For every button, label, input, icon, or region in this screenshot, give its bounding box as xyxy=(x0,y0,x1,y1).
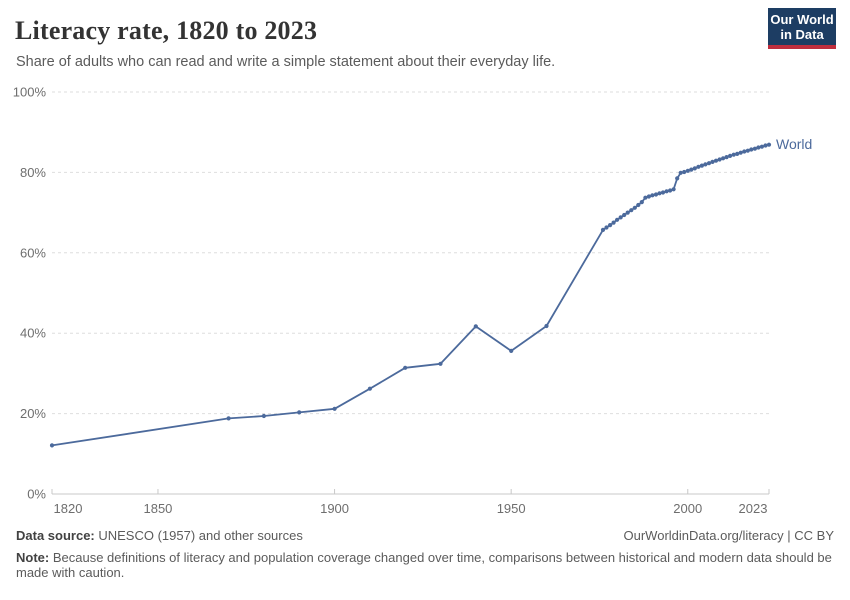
data-point[interactable] xyxy=(696,164,701,169)
data-point[interactable] xyxy=(685,168,690,173)
y-tick-label-20: 20% xyxy=(20,406,46,421)
data-point[interactable] xyxy=(622,212,627,218)
owid-logo-line1: Our World xyxy=(770,11,834,27)
chart-title: Literacy rate, 1820 to 2023 xyxy=(15,16,318,45)
data-point[interactable] xyxy=(632,205,637,210)
data-point[interactable] xyxy=(713,158,719,163)
data-point[interactable] xyxy=(710,159,715,164)
data-point[interactable] xyxy=(509,348,514,353)
x-tick-label-2000: 2000 xyxy=(673,501,702,516)
y-tick-label-100: 100% xyxy=(13,85,47,100)
data-point[interactable] xyxy=(646,194,652,199)
world-line[interactable] xyxy=(51,143,770,447)
data-point[interactable] xyxy=(738,150,743,155)
data-point[interactable] xyxy=(692,166,697,171)
data-point[interactable] xyxy=(756,145,761,150)
y-tick-label-40: 40% xyxy=(20,326,46,341)
data-point[interactable] xyxy=(664,189,669,194)
data-point[interactable] xyxy=(643,195,648,200)
data-point[interactable] xyxy=(600,227,606,232)
data-point[interactable] xyxy=(675,176,680,181)
data-source-text: UNESCO (1957) and other sources xyxy=(94,528,303,543)
x-tick-label-2023: 2023 xyxy=(739,501,768,516)
data-point[interactable] xyxy=(297,410,302,415)
note-text: Because definitions of literacy and popu… xyxy=(16,550,832,580)
x-tick-label-1850: 1850 xyxy=(143,501,172,516)
x-tick-label-1950: 1950 xyxy=(497,501,526,516)
data-point[interactable] xyxy=(403,365,408,370)
owid-logo-line2: in Data xyxy=(780,26,824,42)
data-point[interactable] xyxy=(611,220,616,225)
data-point[interactable] xyxy=(763,143,768,148)
data-point[interactable] xyxy=(618,215,623,220)
data-point[interactable] xyxy=(639,200,644,205)
data-point[interactable] xyxy=(745,148,750,153)
data-point[interactable] xyxy=(226,416,231,421)
chart-note: Note: Because definitions of literacy an… xyxy=(16,550,834,580)
data-point[interactable] xyxy=(766,142,772,147)
data-point[interactable] xyxy=(706,161,712,166)
data-point[interactable] xyxy=(759,144,765,149)
x-tick-label-1820: 1820 xyxy=(54,501,83,516)
data-point[interactable] xyxy=(721,156,726,161)
data-point[interactable] xyxy=(703,162,708,167)
data-point[interactable] xyxy=(717,157,722,162)
data-point[interactable] xyxy=(699,163,705,168)
data-point[interactable] xyxy=(668,188,673,193)
data-point[interactable] xyxy=(742,149,747,154)
data-point[interactable] xyxy=(689,167,694,172)
data-point[interactable] xyxy=(629,208,634,213)
data-point[interactable] xyxy=(625,210,630,215)
data-source-label: Data source: xyxy=(16,528,95,543)
owid-logo[interactable]: Our World in Data xyxy=(768,8,836,49)
chart-subtitle: Share of adults who can read and write a… xyxy=(16,54,556,70)
data-point[interactable] xyxy=(438,361,443,366)
data-point[interactable] xyxy=(473,324,478,329)
data-point[interactable] xyxy=(678,170,683,175)
data-point[interactable] xyxy=(653,192,659,197)
data-point[interactable] xyxy=(615,217,620,222)
attribution-link[interactable]: OurWorldinData.org/literacy | CC BY xyxy=(623,528,834,543)
data-point[interactable] xyxy=(724,155,729,160)
series-label-world[interactable]: World xyxy=(776,136,812,152)
data-point[interactable] xyxy=(650,193,655,198)
chart-footer: Data source: UNESCO (1957) and other sou… xyxy=(16,528,834,580)
data-point[interactable] xyxy=(731,152,736,157)
data-point[interactable] xyxy=(608,223,613,228)
data-point[interactable] xyxy=(49,443,55,448)
data-point[interactable] xyxy=(261,413,266,419)
data-point[interactable] xyxy=(660,190,666,195)
data-point[interactable] xyxy=(367,386,372,391)
data-source: Data source: UNESCO (1957) and other sou… xyxy=(16,528,303,543)
data-point[interactable] xyxy=(657,191,662,196)
data-point[interactable] xyxy=(671,187,676,192)
data-point[interactable] xyxy=(735,151,740,156)
y-tick-label-60: 60% xyxy=(20,245,46,260)
data-point[interactable] xyxy=(728,153,733,158)
data-point[interactable] xyxy=(544,323,549,329)
data-point[interactable] xyxy=(752,146,758,151)
note-label: Note: xyxy=(16,550,50,565)
x-tick-label-1900: 1900 xyxy=(320,501,349,516)
y-tick-label-80: 80% xyxy=(20,165,46,180)
data-point[interactable] xyxy=(604,225,609,230)
data-point[interactable] xyxy=(636,202,641,208)
data-point[interactable] xyxy=(749,147,754,152)
data-point[interactable] xyxy=(332,406,337,411)
y-tick-label-0: 0% xyxy=(27,487,46,502)
data-point[interactable] xyxy=(682,169,687,175)
